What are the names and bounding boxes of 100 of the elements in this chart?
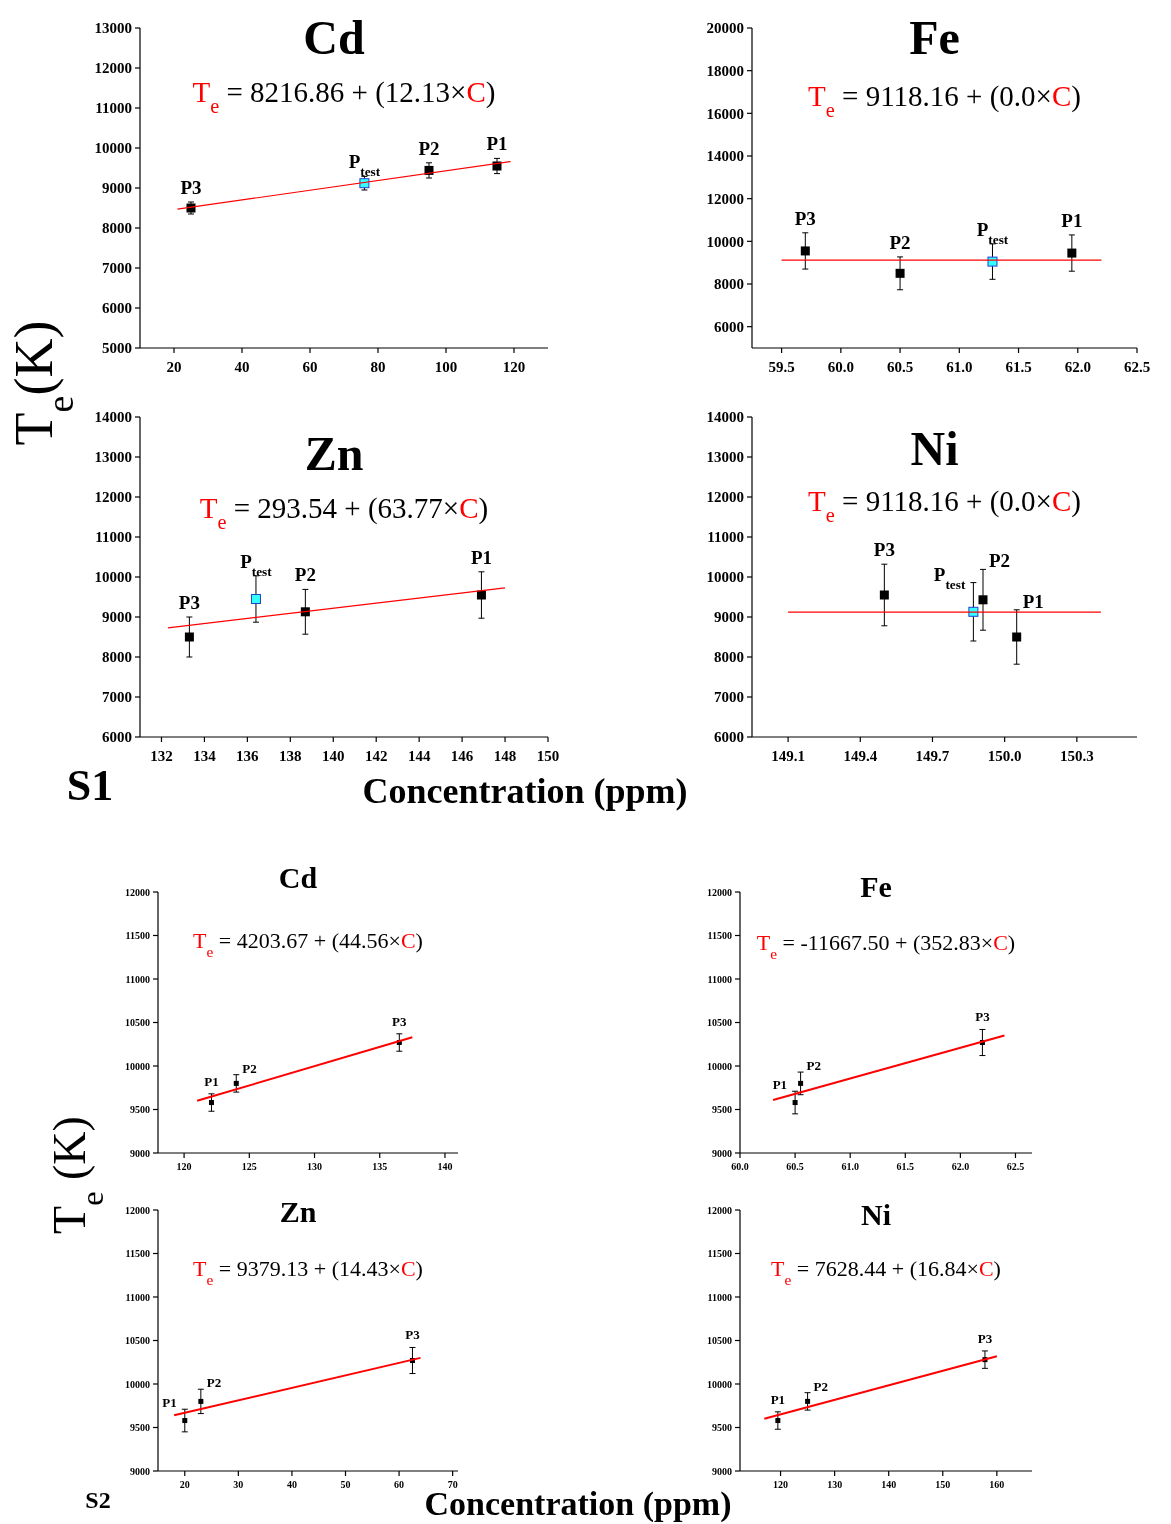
- x-tick-label: 62.5: [1123, 359, 1151, 375]
- x-tick-label: 150.0: [987, 748, 1022, 764]
- y-tick-label: 6000: [714, 729, 744, 746]
- series-label: P$_{test}$: [976, 218, 1009, 247]
- y-tick-label: 13000: [94, 20, 132, 37]
- series-label: P2: [206, 1375, 222, 1391]
- point: [184, 632, 194, 642]
- series-label: P3: [178, 592, 200, 613]
- y-tick-label: 14000: [94, 409, 132, 426]
- x-tick-label: 149.1: [771, 748, 805, 764]
- y-tick-label: 10500: [707, 1335, 732, 1346]
- series-label: P1: [770, 1391, 786, 1407]
- y-tick-label: 11000: [707, 1291, 732, 1303]
- x-tick-label: 50: [340, 1479, 351, 1490]
- x-tick-label: 60.5: [786, 1161, 804, 1172]
- x-tick-label: 138: [279, 748, 302, 764]
- text: T$_{e}$ = 8216.86 + (12.13×C): [192, 76, 496, 117]
- y-tick-label: 11500: [125, 1248, 150, 1259]
- x-tick-label: 59.5: [768, 359, 795, 375]
- series-label: P1: [1061, 209, 1083, 231]
- y-tick-label: 12000: [706, 489, 744, 506]
- y-tick-label: 18000: [706, 62, 744, 79]
- x-axis-title: Concentration (ppm): [362, 771, 688, 811]
- y-tick-label: 9500: [712, 1422, 732, 1433]
- y-tick-label: 8000: [102, 220, 132, 237]
- y-tick-label: 7000: [102, 689, 132, 706]
- chart-title: Ni: [861, 1198, 891, 1231]
- series-label: P2: [242, 1060, 257, 1076]
- series-label: P2: [418, 137, 440, 159]
- y-tick-label: 14000: [706, 148, 744, 165]
- series-label: P$_{test}$: [240, 550, 273, 579]
- series-label: P3: [180, 177, 202, 198]
- point: [879, 590, 889, 600]
- y-tick-label: 10500: [125, 1017, 150, 1028]
- y-tick-label: 10500: [707, 1017, 732, 1028]
- series-label: P$_{test}$: [933, 563, 966, 592]
- x-tick-label: 135: [372, 1161, 388, 1172]
- x-tick-label: 142: [364, 748, 388, 764]
- x-tick-label: 150: [935, 1479, 951, 1490]
- series-label: P2: [813, 1378, 829, 1394]
- text: T$_{e}$ = 9118.16 + (0.0×C): [808, 80, 1081, 121]
- y-tick-label: 20000: [706, 20, 744, 37]
- y-tick-label: 11500: [707, 930, 732, 941]
- x-tick-label: 134: [193, 748, 217, 764]
- x-tick-label: 130: [827, 1479, 843, 1490]
- y-tick-label: 12000: [707, 1204, 732, 1216]
- point: [182, 1418, 188, 1424]
- y-tick-label: 8000: [714, 276, 744, 293]
- y-tick-label: 9000: [102, 609, 132, 626]
- y-tick-label: 10000: [94, 569, 132, 586]
- point: [1012, 632, 1022, 642]
- y-tick-label: 13000: [706, 449, 744, 466]
- x-tick-label: 60.0: [827, 359, 854, 375]
- y-tick-label: 12000: [707, 886, 732, 898]
- series-label: P3: [977, 1330, 993, 1346]
- y-tick-label: 12000: [706, 190, 744, 207]
- x-tick-label: 60: [302, 359, 318, 375]
- y-tick-label: 12000: [94, 60, 132, 77]
- series-label: P2: [294, 564, 316, 586]
- y-tick-label: 9000: [130, 1147, 150, 1159]
- x-tick-label: 150.3: [1059, 748, 1094, 764]
- text: S2: [85, 1487, 111, 1513]
- y-tick-label: 7000: [102, 260, 132, 277]
- chart-title: Zn: [304, 427, 364, 480]
- x-tick-label: 40: [234, 359, 250, 375]
- x-tick-label: 144: [407, 748, 431, 764]
- y-tick-label: 10000: [94, 140, 132, 157]
- y-tick-label: 6000: [714, 318, 744, 335]
- point: [805, 1398, 811, 1404]
- x-tick-label: 120: [773, 1479, 789, 1490]
- text: T$_{e}$ = 4203.67 + (44.56×C): [193, 928, 423, 960]
- x-tick-label: 120: [176, 1161, 192, 1172]
- y-tick-label: 11000: [125, 973, 150, 985]
- series-label: P1: [162, 1395, 177, 1411]
- y-tick-label: 9000: [130, 1465, 150, 1477]
- x-tick-label: 136: [236, 748, 260, 764]
- y-tick-label: 10000: [125, 1060, 150, 1072]
- y-tick-label: 12000: [94, 489, 132, 506]
- point: [798, 1080, 804, 1086]
- series-label: P1: [772, 1077, 788, 1093]
- x-tick-label: 62.5: [1006, 1161, 1025, 1172]
- y-tick-label: 9500: [712, 1104, 732, 1115]
- y-tick-label: 16000: [706, 105, 744, 122]
- x-tick-label: 140: [437, 1161, 453, 1172]
- y-tick-label: 9000: [712, 1465, 732, 1477]
- point: [233, 1080, 239, 1086]
- x-tick-label: 132: [150, 748, 173, 764]
- y-tick-label: 13000: [94, 449, 132, 466]
- y-tick-label: 12000: [125, 1204, 150, 1216]
- point: [198, 1398, 204, 1404]
- x-tick-label: 30: [233, 1479, 244, 1490]
- text: T$_{e}$ = 9118.16 + (0.0×C): [808, 485, 1081, 526]
- x-tick-label: 146: [450, 748, 474, 764]
- chart-title: Fe: [860, 870, 892, 903]
- x-tick-label: 60.0: [731, 1161, 749, 1172]
- text: T$_{e}$ = -11667.50 + (352.83×C): [756, 930, 1016, 962]
- x-tick-label: 62.0: [1064, 359, 1091, 375]
- y-tick-label: 11500: [125, 930, 150, 941]
- x-tick-label: 40: [286, 1479, 297, 1490]
- x-tick-label: 61.0: [841, 1161, 859, 1172]
